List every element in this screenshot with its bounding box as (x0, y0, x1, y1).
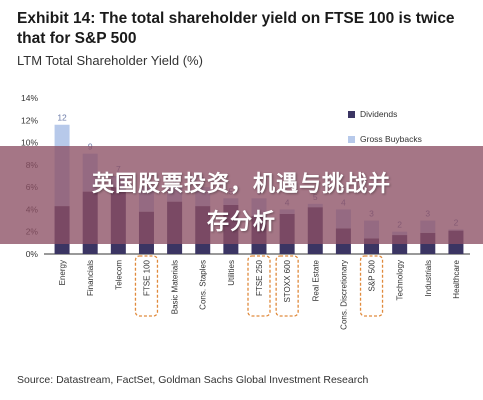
total-label: 12 (57, 113, 67, 123)
y-tick-label: 14% (21, 93, 38, 103)
x-tick-label: Industrials (424, 260, 433, 296)
x-tick-label: Utilities (227, 260, 236, 286)
banner-line-1: 英国股票投资，机遇与挑战并 (0, 166, 483, 198)
x-tick-label: STOXX 600 (283, 259, 292, 302)
legend-label: Dividends (360, 109, 397, 119)
legend: Dividends Gross Buybacks (348, 109, 422, 144)
x-tick-label: Energy (58, 260, 67, 285)
x-tick-label: Telecom (114, 260, 123, 290)
overlay-banner: 英国股票投资，机遇与挑战并 存分析 (0, 146, 483, 244)
x-tick-label: Financials (86, 260, 95, 296)
y-tick-label: 0% (26, 249, 39, 259)
banner-line-2: 存分析 (0, 204, 483, 236)
x-tick-label: FTSE 250 (255, 259, 264, 296)
x-tick-label: Basic Materials (171, 260, 180, 314)
legend-swatch (348, 136, 355, 143)
y-tick-label: 12% (21, 115, 38, 125)
x-tick-label: Technology (396, 260, 405, 300)
legend-label: Gross Buybacks (360, 134, 422, 144)
x-tick-label: Healthcare (452, 259, 461, 298)
x-tick-label: S&P 500 (368, 259, 377, 291)
source-note: Source: Datastream, FactSet, Goldman Sac… (17, 374, 368, 386)
x-tick-label: FTSE 100 (142, 259, 151, 296)
x-tick-label: Cons. Staples (199, 260, 208, 310)
x-axis-labels: Energy Financials Telecom FTSE 100 Basic Mat… (58, 256, 461, 330)
x-tick-label: Cons. Discretionary (339, 260, 348, 330)
x-tick-label: Real Estate (311, 259, 320, 301)
legend-swatch (348, 111, 355, 118)
